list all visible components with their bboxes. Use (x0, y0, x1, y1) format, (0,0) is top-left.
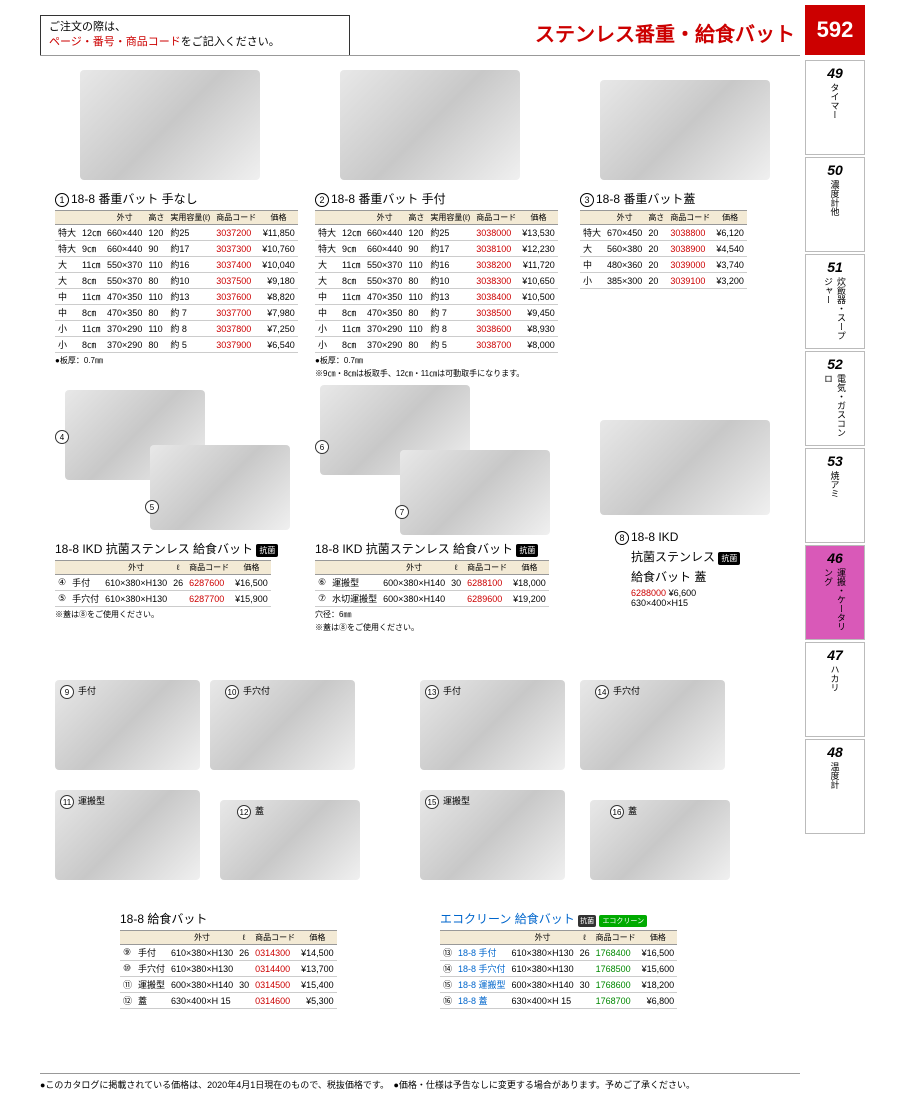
num-2: 2 (315, 193, 329, 207)
table-2: 外寸高さ実用容量(ℓ)商品コード価格特大12㎝660×440120約253038… (315, 210, 558, 353)
title-1: 18-8 番重バット 手なし (71, 192, 198, 206)
side-tab-51[interactable]: 51炊飯器・スープジャー (805, 254, 865, 349)
label-12: 12 (237, 805, 251, 819)
note-l2e: をご記入ください。 (181, 36, 280, 48)
note-2a: ●板厚：0.7㎜ (315, 355, 565, 366)
label-5: 5 (145, 500, 159, 514)
footer-note: ●このカタログに掲載されている価格は、2020年4月1日現在のもので、税抜価格で… (40, 1073, 800, 1091)
header-rule (40, 55, 800, 56)
product-8: 818-8 IKD 抗菌ステンレス 抗菌 給食バット 蓋 6288000 ¥6,… (615, 530, 785, 608)
side-tab-50[interactable]: 50濃度計他 (805, 157, 865, 252)
side-tab-46[interactable]: 46運搬・ケータリング (805, 545, 865, 640)
product-912: 18-8 給食バット 外寸ℓ商品コード価格⑨手付610×380×H1302603… (120, 910, 370, 1009)
product-1-image (80, 70, 260, 180)
note-45: ※蓋は⑧をご使用ください。 (55, 609, 305, 620)
table-3: 外寸高さ商品コード価格特大670×450203038800¥6,120大560×… (580, 210, 747, 289)
label-13: 13 (425, 685, 439, 699)
title-8b: 抗菌ステンレス (631, 550, 715, 564)
table-912: 外寸ℓ商品コード価格⑨手付610×380×H130260314300¥14,50… (120, 930, 337, 1009)
title-2: 18-8 番重バット 手付 (331, 192, 446, 206)
side-tab-52[interactable]: 52電気・ガスコンロ (805, 351, 865, 446)
product-3-image (600, 80, 770, 180)
title-45: 18-8 IKD 抗菌ステンレス 給食バット (55, 542, 253, 556)
product-8-image (600, 420, 770, 515)
table-45: 外寸ℓ商品コード価格④手付610×380×H130266287600¥16,50… (55, 560, 271, 607)
title-1316: エコクリーン 給食バット (440, 912, 575, 926)
product-5-image (150, 445, 290, 530)
product-2: 218-8 番重バット 手付 外寸高さ実用容量(ℓ)商品コード価格特大12㎝66… (315, 190, 565, 379)
lab-t10: 手穴付 (243, 684, 270, 697)
side-tab-47[interactable]: 47ハカリ (805, 642, 865, 737)
note-1: ●板厚：0.7㎜ (55, 355, 305, 366)
note-67b: ※蓋は⑧をご使用ください。 (315, 622, 570, 633)
badge-anti-8: 抗菌 (718, 552, 740, 565)
product-15-image (420, 790, 565, 880)
title-912: 18-8 給食バット (120, 912, 207, 926)
table-1316: 外寸ℓ商品コード価格⑬18-8 手付610×380×H130261768400¥… (440, 930, 677, 1009)
product-67: 18-8 IKD 抗菌ステンレス 給食バット 抗菌 外寸ℓ商品コード価格⑥運搬型… (315, 540, 570, 633)
label-6: 6 (315, 440, 329, 454)
product-3: 318-8 番重バット蓋 外寸高さ商品コード価格特大670×4502030388… (580, 190, 800, 289)
size-8: 630×400×H15 (631, 598, 785, 608)
lab-t13: 手付 (443, 684, 461, 697)
label-14: 14 (595, 685, 609, 699)
catalog-page: ご注文の際は、 ページ・番号・商品コードをご記入ください。 ステンレス番重・給食… (0, 0, 900, 1101)
price-8: ¥6,600 (669, 588, 697, 598)
code-8: 6288000 (631, 588, 666, 598)
title-67: 18-8 IKD 抗菌ステンレス 給食バット (315, 542, 513, 556)
lab-t16: 蓋 (628, 804, 637, 817)
note-67a: 穴径：6㎜ (315, 609, 570, 620)
product-2-image (340, 70, 520, 180)
lab-t12: 蓋 (255, 804, 264, 817)
product-13-image (420, 680, 565, 770)
label-10: 10 (225, 685, 239, 699)
table-67: 外寸ℓ商品コード価格⑥運搬型600×380×H140306288100¥18,0… (315, 560, 549, 607)
badge-eco-1316: エコクリーン (599, 915, 647, 927)
title-8c: 給食バット 蓋 (631, 570, 706, 584)
label-9: 9 (60, 685, 74, 699)
num-8: 8 (615, 531, 629, 545)
label-7: 7 (395, 505, 409, 519)
label-4: 4 (55, 430, 69, 444)
page-number: 592 (805, 5, 865, 55)
title-8a: 18-8 IKD (631, 530, 678, 544)
title-3: 18-8 番重バット蓋 (596, 192, 695, 206)
badge-anti-67: 抗菌 (516, 544, 538, 557)
table-1: 外寸高さ実用容量(ℓ)商品コード価格特大12㎝660×440120約253037… (55, 210, 298, 353)
note-l2r: ページ・番号・商品コード (49, 36, 181, 48)
label-11: 11 (60, 795, 74, 809)
lab-t15: 運搬型 (443, 794, 470, 807)
num-1: 1 (55, 193, 69, 207)
note-2b: ※9㎝・8㎝は板取手、12㎝・11㎝は可動取手になります。 (315, 368, 565, 379)
product-1316: エコクリーン 給食バット 抗菌 エコクリーン 外寸ℓ商品コード価格⑬18-8 手… (440, 910, 730, 1009)
side-tab-48[interactable]: 48温度計 (805, 739, 865, 834)
note-l1: ご注文の際は、 (49, 21, 126, 33)
order-note: ご注文の際は、 ページ・番号・商品コードをご記入ください。 (40, 15, 350, 56)
side-tab-53[interactable]: 53焼アミ (805, 448, 865, 543)
product-45: 18-8 IKD 抗菌ステンレス 給食バット 抗菌 外寸ℓ商品コード価格④手付6… (55, 540, 305, 620)
product-9-image (55, 680, 200, 770)
lab-t9: 手付 (78, 684, 96, 697)
badge-anti-45: 抗菌 (256, 544, 278, 557)
label-15: 15 (425, 795, 439, 809)
badge-anti-1316: 抗菌 (578, 915, 596, 927)
lab-t14: 手穴付 (613, 684, 640, 697)
category-title: ステンレス番重・給食バット (535, 18, 795, 47)
lab-t11: 運搬型 (78, 794, 105, 807)
product-11-image (55, 790, 200, 880)
product-7-image (400, 450, 550, 535)
side-tabs: 49タイマー50濃度計他51炊飯器・スープジャー52電気・ガスコンロ53焼アミ4… (805, 60, 865, 836)
product-1: 118-8 番重バット 手なし 外寸高さ実用容量(ℓ)商品コード価格特大12㎝6… (55, 190, 305, 366)
side-tab-49[interactable]: 49タイマー (805, 60, 865, 155)
num-3: 3 (580, 193, 594, 207)
label-16: 16 (610, 805, 624, 819)
